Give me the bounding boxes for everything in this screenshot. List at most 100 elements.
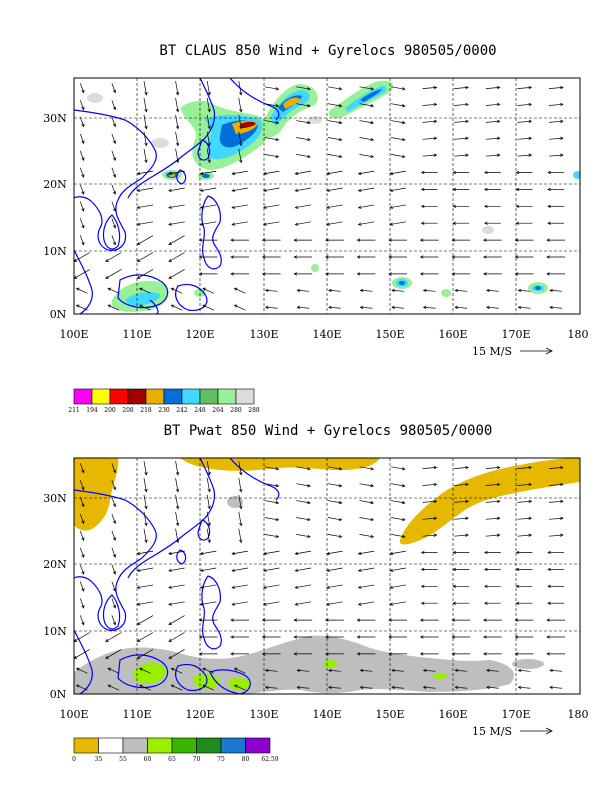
- top-wind-vector: [422, 120, 437, 123]
- bottom-wind-vector-head: [296, 668, 301, 673]
- top-wind-vector-head: [359, 288, 364, 293]
- bottom-wind-vector-head: [112, 537, 117, 542]
- top-x-tick-150e: 150E: [375, 328, 404, 341]
- bottom-wind-vector-head: [230, 652, 234, 656]
- bottom-wind-vector-head: [560, 533, 564, 537]
- bottom-wind-vector: [76, 667, 88, 674]
- bottom-wind-vector: [79, 463, 85, 473]
- bottom-wind-vector-head: [465, 516, 469, 520]
- top-wind-vector-head: [231, 171, 236, 176]
- top-wind-vector-head: [451, 238, 456, 242]
- top-wind-vector: [137, 204, 154, 209]
- top-wind-vector-head: [388, 272, 392, 276]
- top-wind-vector-head: [112, 207, 117, 212]
- bottom-wind-vector: [549, 686, 563, 689]
- top-wind-vector: [391, 289, 405, 292]
- bottom-wind-vector: [143, 461, 147, 475]
- top-wind-vector-head: [239, 91, 243, 96]
- top-wind-vector: [390, 204, 406, 209]
- top-wind-vector: [548, 87, 564, 89]
- bottom-wind-vector-head: [401, 517, 406, 522]
- bottom-colorbar-label: 62.59: [261, 756, 278, 763]
- bottom-colorbar-swatch: [98, 737, 124, 754]
- top-wind-vector-head: [528, 136, 533, 140]
- top-wind-vector-head: [359, 305, 364, 310]
- bottom-wind-vector-head: [307, 534, 311, 539]
- bottom-wind-vector-head: [231, 568, 236, 573]
- top-wind-vector-head: [419, 272, 424, 276]
- top-wind-vector-head: [264, 288, 269, 293]
- top-wind-vector-head: [199, 171, 204, 176]
- top-wind-vector: [264, 103, 279, 107]
- top-grid: [74, 78, 580, 314]
- top-wind-vector: [238, 97, 242, 112]
- top-wind-vector: [454, 137, 469, 140]
- bottom-wind-vector-head: [112, 554, 117, 558]
- top-colorbar-label: 218: [140, 407, 152, 414]
- top-wind-vector-head: [401, 137, 406, 142]
- top-wind-vector-head: [112, 89, 117, 94]
- bottom-grid: [74, 458, 580, 694]
- top-wind-vector-head: [207, 159, 211, 164]
- bottom-wind-vector-head: [207, 539, 211, 544]
- bottom-wind-vector-head: [136, 585, 141, 589]
- bottom-wind-vector: [264, 466, 279, 470]
- top-wind-vector-head: [514, 272, 519, 276]
- top-wind-vector-head: [296, 288, 301, 293]
- top-wind-vector: [264, 137, 279, 141]
- bottom-wind-vector: [422, 517, 437, 520]
- bottom-wind-vector-head: [325, 652, 329, 656]
- top-wind-vector-head: [515, 170, 520, 175]
- top-wind-vector-head: [136, 222, 141, 226]
- bottom-wind-vector-head: [514, 635, 519, 639]
- bottom-wind-vector: [232, 550, 248, 555]
- bottom-wind-vector-head: [496, 533, 501, 537]
- bottom-wind-vector-head: [112, 520, 117, 525]
- top-wind-vector-head: [515, 204, 520, 208]
- bottom-x-tick-180: 180: [568, 708, 589, 721]
- bottom-wind-vector: [168, 632, 185, 642]
- bottom-wind-vector: [168, 615, 185, 625]
- bottom-wind-vector: [200, 584, 217, 589]
- top-wind-vector: [264, 154, 279, 158]
- bottom-wind-vector: [206, 461, 210, 475]
- top-wind-vector-head: [136, 258, 141, 262]
- top-wind-vector: [200, 204, 217, 209]
- bottom-wind-vector-head: [515, 550, 520, 555]
- bottom-wind-vector-head: [359, 685, 364, 690]
- top-wind-vector-head: [389, 205, 394, 209]
- top-colorbar-label: 230: [158, 407, 170, 414]
- bottom-wind-vector-head: [483, 635, 487, 639]
- bottom-wind-vector: [79, 564, 85, 575]
- bottom-wind-vector: [175, 528, 179, 543]
- bottom-wind-vector-head: [465, 482, 469, 487]
- top-wind-vector: [390, 170, 406, 175]
- bottom-wind-vector: [111, 581, 116, 592]
- top-wind-vector: [391, 120, 405, 124]
- top-wind-vector-head: [517, 305, 522, 310]
- bottom-wind-vector: [422, 483, 437, 486]
- top-wind-vector: [359, 86, 374, 90]
- bottom-wind-vector: [79, 496, 85, 507]
- top-wind-vector-head: [370, 87, 375, 91]
- top-wind-vector-head: [419, 255, 424, 259]
- bottom-wind-vector-head: [168, 621, 173, 625]
- top-wind-vector-head: [452, 204, 457, 208]
- bottom-wind-vector: [360, 669, 373, 672]
- bottom-wind-vector-head: [547, 550, 551, 555]
- top-wind-vector: [200, 187, 217, 192]
- bottom-wind-vector-head: [338, 517, 343, 522]
- bottom-wind-vector: [295, 584, 312, 589]
- top-wind-vector-head: [357, 171, 362, 176]
- bottom-wind-vector-head: [199, 568, 204, 573]
- top-wind-vector: [175, 97, 179, 112]
- top-wind-vector-head: [391, 288, 395, 293]
- bottom-wind-vector-head: [275, 500, 280, 505]
- bottom-wind-vector-head: [515, 601, 520, 605]
- bottom-wind-vector: [297, 686, 310, 689]
- top-wind-vector: [327, 103, 342, 107]
- top-wind-vector-head: [307, 104, 311, 108]
- top-wind-vector-head: [401, 120, 406, 125]
- top-wind-vector-head: [239, 108, 243, 113]
- bottom-wind-vector-head: [433, 533, 438, 537]
